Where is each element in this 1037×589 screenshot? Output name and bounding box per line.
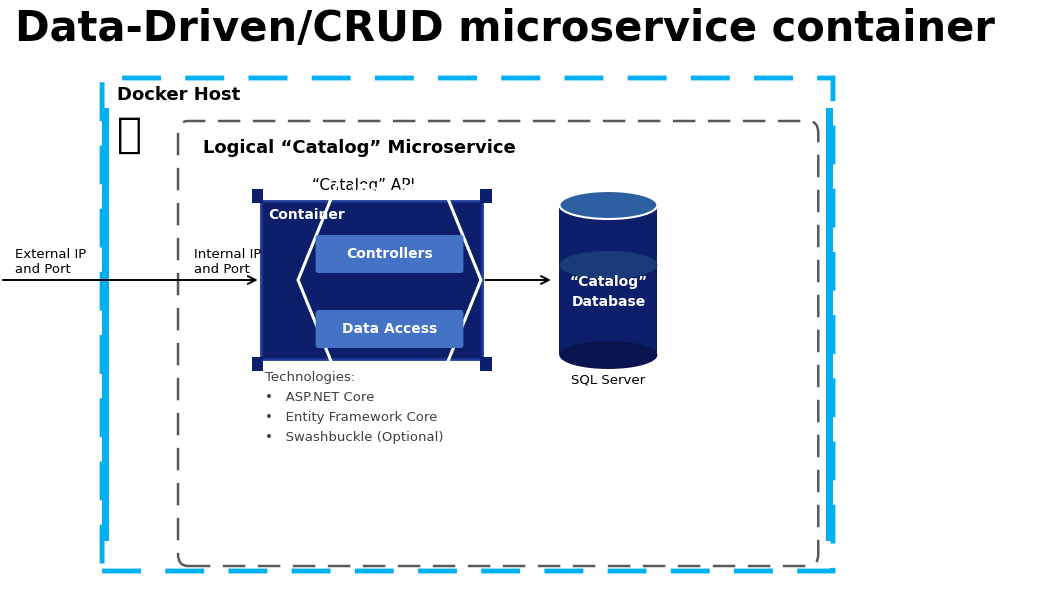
Text: Internal IP
and Port: Internal IP and Port <box>194 248 261 276</box>
Text: Controllers: Controllers <box>346 247 432 261</box>
FancyBboxPatch shape <box>315 310 464 348</box>
Text: “Catalog” API: “Catalog” API <box>312 178 415 193</box>
Text: “Catalog”
Database: “Catalog” Database <box>569 275 647 309</box>
FancyBboxPatch shape <box>261 201 482 359</box>
Text: External IP
and Port: External IP and Port <box>15 248 86 276</box>
Text: Container: Container <box>268 208 344 222</box>
Bar <box>826 108 833 541</box>
Bar <box>559 205 657 355</box>
FancyBboxPatch shape <box>315 235 464 273</box>
Bar <box>480 357 492 371</box>
Text: Data-Driven/CRUD microservice container: Data-Driven/CRUD microservice container <box>15 8 994 50</box>
Text: Logical “Catalog” Microservice: Logical “Catalog” Microservice <box>202 139 515 157</box>
Ellipse shape <box>559 251 657 279</box>
Bar <box>102 108 109 541</box>
Text: Technologies:
•   ASP.NET Core
•   Entity Framework Core
•   Swashbuckle (Option: Technologies: • ASP.NET Core • Entity Fr… <box>265 371 444 444</box>
Bar <box>480 189 492 203</box>
Text: 🐳: 🐳 <box>117 114 142 156</box>
Bar <box>252 357 263 371</box>
Text: SQL Server: SQL Server <box>571 373 645 386</box>
Ellipse shape <box>559 191 657 219</box>
Ellipse shape <box>559 341 657 369</box>
Text: Web API: Web API <box>351 183 428 201</box>
Bar <box>252 189 263 203</box>
Text: Data Access: Data Access <box>342 322 438 336</box>
Text: Docker Host: Docker Host <box>117 86 240 104</box>
